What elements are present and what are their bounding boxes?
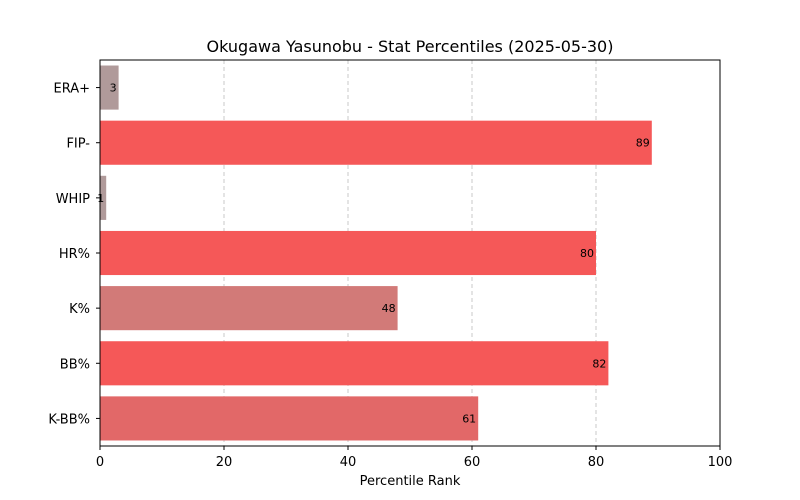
- bar-value-label: 1: [97, 192, 104, 205]
- bar-hr-: [100, 230, 596, 276]
- x-axis-label: Percentile Rank: [360, 474, 461, 489]
- y-axis: ERA+ FIP- WHIP HR% K% BB% K-BB%: [48, 82, 100, 427]
- chart-title: Okugawa Yasunobu - Stat Percentiles (202…: [207, 37, 614, 56]
- x-axis: 0 20 40 60 80 100: [96, 446, 733, 470]
- bar-value-label: 48: [382, 302, 396, 315]
- bars: 3 89 1 80 48 82 61: [97, 65, 652, 441]
- bar-value-label: 80: [580, 247, 594, 260]
- bar-k-bb-: [100, 396, 479, 441]
- x-tick-label: 60: [464, 455, 481, 470]
- bar-bb-: [100, 341, 609, 386]
- y-tick-label: HR%: [59, 247, 90, 262]
- bar-k-: [100, 286, 398, 331]
- bar-fip-: [100, 120, 652, 165]
- y-tick-label: BB%: [60, 357, 90, 372]
- bar-era-: [100, 65, 119, 110]
- bar-value-label: 89: [636, 137, 650, 150]
- x-tick-label: 40: [340, 455, 357, 470]
- y-tick-label: K-BB%: [48, 412, 90, 427]
- x-tick-label: 0: [96, 455, 104, 470]
- y-tick-label: WHIP: [56, 192, 90, 207]
- y-tick-label: K%: [69, 302, 90, 317]
- x-tick-label: 80: [588, 455, 605, 470]
- bar-value-label: 61: [462, 412, 476, 425]
- bar-whip: [100, 175, 107, 220]
- y-tick-label: FIP-: [66, 137, 90, 152]
- y-tick-label: ERA+: [53, 82, 90, 97]
- bar-value-label: 3: [110, 82, 117, 95]
- x-tick-label: 100: [708, 455, 733, 470]
- bar-value-label: 82: [592, 357, 606, 370]
- x-tick-label: 20: [216, 455, 233, 470]
